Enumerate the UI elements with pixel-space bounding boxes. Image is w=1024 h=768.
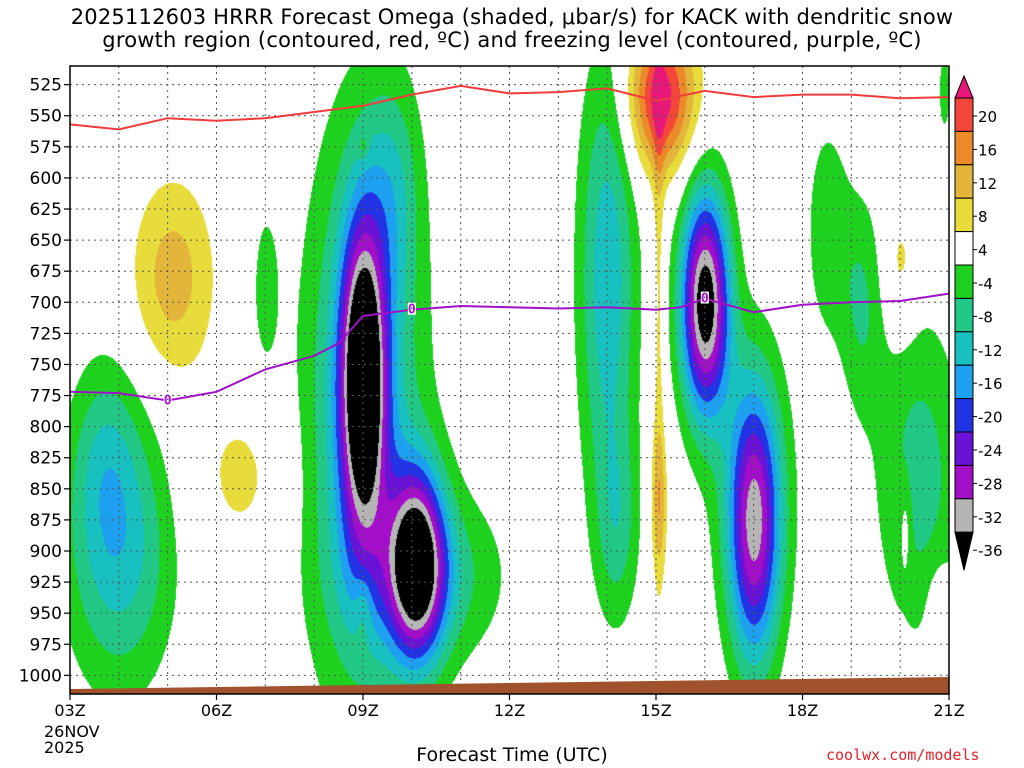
y-tick-label-650: 650 xyxy=(30,231,62,251)
freezing-level-label: 0 xyxy=(408,303,416,318)
y-tick-label-975: 975 xyxy=(30,635,62,655)
freezing-label-bg xyxy=(407,302,416,315)
freezing-label-bg xyxy=(163,393,172,406)
freezing-level-line xyxy=(69,292,950,402)
freezing-label-bg xyxy=(700,291,709,304)
colorbar-label: -12 xyxy=(978,342,1003,360)
x-tick-label-18Z: 18Z xyxy=(787,701,818,720)
y-tick-label-850: 850 xyxy=(30,480,62,500)
freezing-level-label: 0 xyxy=(701,292,709,307)
y-tick-label-775: 775 xyxy=(30,387,62,407)
grid-lines xyxy=(70,66,949,694)
x-tick-label-09Z: 09Z xyxy=(347,701,378,720)
source-credit: coolwx.com/models xyxy=(826,746,980,764)
y-tick-label-950: 950 xyxy=(30,604,62,624)
x-tick-label-03Z: 03Z xyxy=(54,701,85,720)
y-tick-label-550: 550 xyxy=(30,107,62,127)
colorbar-label: -32 xyxy=(978,509,1003,527)
colorbar: 20 16 12 8 4 -4 -8 -12 -16 -20 -24 -28 -32 -36 xyxy=(954,74,1003,571)
x-axis-title: Forecast Time (UTC) xyxy=(416,744,608,766)
colorbar-label: -16 xyxy=(978,375,1003,393)
colorbar-box xyxy=(954,164,974,199)
contour-lines: 0 0 0 xyxy=(69,84,950,409)
x-tick-label-15Z: 15Z xyxy=(640,701,671,720)
x-tick-label-12Z: 12Z xyxy=(494,701,525,720)
y-tick-label-700: 700 xyxy=(30,293,62,313)
colorbar-label: -8 xyxy=(978,308,993,326)
y-tick-label-625: 625 xyxy=(30,200,62,220)
colorbar-label: 12 xyxy=(978,175,997,193)
chart-title-line-2: growth region (contoured, red, ºC) and f… xyxy=(102,28,922,52)
colorbar-label: -28 xyxy=(978,475,1003,493)
chart-title: 2025112603 HRRR Forecast Omega (shaded, … xyxy=(0,6,1024,52)
colorbar-box xyxy=(954,264,974,299)
colorbar-label: -24 xyxy=(978,442,1003,460)
colorbar-box xyxy=(954,431,974,466)
colorbar-box xyxy=(954,398,974,433)
colorbar-box xyxy=(954,97,974,132)
colorbar-label: 8 xyxy=(978,208,988,226)
freezing-level-label: 0 xyxy=(164,394,172,409)
colorbar-box xyxy=(954,331,974,366)
colorbar-box xyxy=(954,130,974,166)
y-tick-label-750: 750 xyxy=(30,355,62,375)
x-tick-label-21Z: 21Z xyxy=(933,701,964,720)
colorbar-label: 4 xyxy=(978,242,988,260)
y-tick-label-525: 525 xyxy=(30,76,62,96)
y-tick-label-925: 925 xyxy=(30,573,62,593)
x-tick-label-06Z: 06Z xyxy=(201,701,232,720)
y-tick-label-825: 825 xyxy=(30,449,62,469)
start-year: 2025 xyxy=(44,738,85,757)
colorbar-box xyxy=(954,364,974,400)
y-tick-label-575: 575 xyxy=(30,138,62,158)
colorbar-box xyxy=(954,297,974,333)
colorbar-label: 16 xyxy=(978,141,997,159)
y-tick-label-600: 600 xyxy=(30,169,62,189)
colorbar-label: 20 xyxy=(978,108,997,126)
colorbar-box xyxy=(954,231,974,266)
y-tick-label-800: 800 xyxy=(30,418,62,438)
colorbar-label: -4 xyxy=(978,275,993,293)
y-tick-label-875: 875 xyxy=(30,511,62,531)
colorbar-box xyxy=(954,498,974,533)
dgz-contour-line xyxy=(69,84,950,131)
y-tick-label-900: 900 xyxy=(30,542,62,562)
y-tick-label-1000: 1000 xyxy=(19,666,62,686)
colorbar-box xyxy=(954,197,974,233)
pressure-axis: 525 550 575 600 625 650 675 700 725 750 775 800 825 8… xyxy=(19,76,70,686)
terrain-surface xyxy=(70,677,949,694)
chart-title-line-1: 2025112603 HRRR Forecast Omega (shaded, … xyxy=(70,5,954,29)
colorbar-label: -36 xyxy=(978,542,1003,560)
y-tick-label-675: 675 xyxy=(30,262,62,282)
colorbar-box xyxy=(954,464,974,500)
y-tick-label-725: 725 xyxy=(30,324,62,344)
colorbar-bottom-arrow xyxy=(954,531,974,571)
start-date: 26NOV xyxy=(44,722,100,741)
time-axis: 03Z 06Z 09Z 12Z 15Z 18Z 21Z xyxy=(54,694,965,720)
colorbar-top-arrow xyxy=(954,74,974,99)
colorbar-label: -20 xyxy=(978,409,1003,427)
